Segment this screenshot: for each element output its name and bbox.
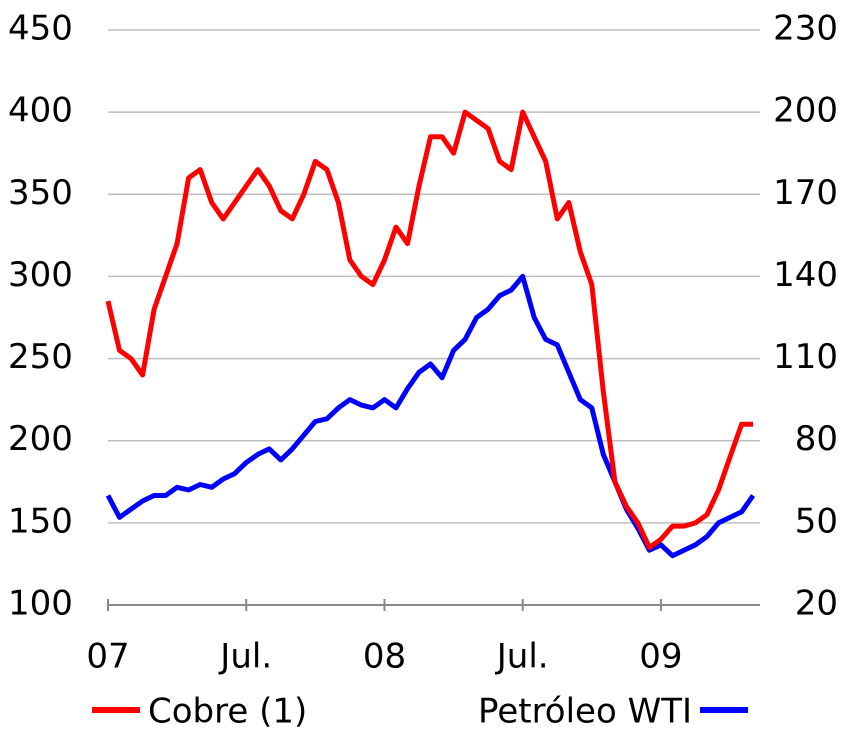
y-tick-label: 300 bbox=[8, 255, 73, 295]
y2-tick-label: 170 bbox=[773, 173, 838, 213]
y-tick-label: 150 bbox=[8, 501, 73, 541]
y2-tick-label: 110 bbox=[773, 337, 838, 377]
y2-tick-label: 20 bbox=[795, 584, 838, 624]
y-tick-label: 250 bbox=[8, 337, 73, 377]
y-tick-label: 100 bbox=[8, 584, 73, 624]
y2-tick-label: 200 bbox=[773, 91, 838, 131]
x-tick-label: Jul. bbox=[495, 637, 549, 677]
x-tick-label: Jul. bbox=[218, 637, 272, 677]
y-tick-label: 400 bbox=[8, 91, 73, 131]
y-tick-label: 350 bbox=[8, 173, 73, 213]
x-tick-label: 07 bbox=[86, 637, 129, 677]
series-line bbox=[105, 273, 756, 559]
y-tick-label: 200 bbox=[8, 419, 73, 459]
legend-label: Petróleo WTI bbox=[478, 692, 692, 731]
series-line bbox=[105, 109, 754, 550]
y2-tick-label: 140 bbox=[773, 255, 838, 295]
y2-tick-label: 230 bbox=[773, 9, 838, 49]
y-tick-label: 450 bbox=[8, 9, 73, 49]
x-tick-label: 09 bbox=[639, 637, 682, 677]
legend-label: Cobre (1) bbox=[148, 692, 307, 731]
y2-tick-label: 80 bbox=[795, 419, 838, 459]
y2-tick-label: 50 bbox=[795, 501, 838, 541]
x-tick-label: 08 bbox=[363, 637, 406, 677]
